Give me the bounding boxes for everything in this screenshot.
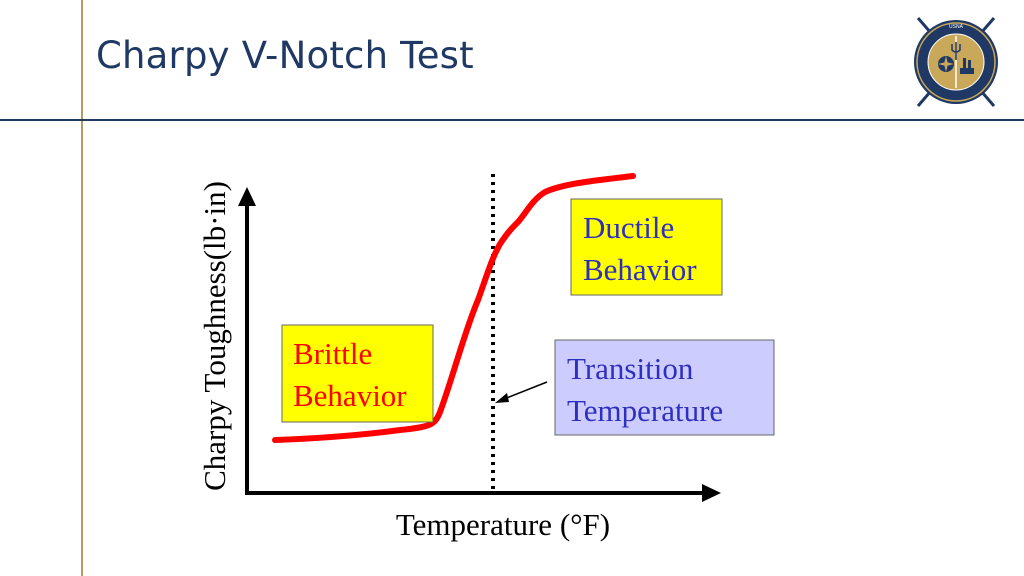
transition-pointer-arrow [503,381,548,400]
vertical-accent-line [81,0,83,576]
naval-academy-seal-logo: USNA [914,17,998,107]
x-axis-label: Temperature (°F) [396,507,610,542]
transition-temperature-box: Transition Temperature [554,339,775,436]
ductile-label-line1: Ductile [583,210,674,245]
transition-label-line1: Transition [567,351,694,386]
transition-pointer-arrowhead [495,393,509,403]
brittle-behavior-box: Brittle Behavior [281,324,434,423]
svg-text:USNA: USNA [949,24,964,30]
brittle-label-line1: Brittle [293,336,372,371]
slide-title: Charpy V-Notch Test [96,34,474,77]
transition-label-line2: Temperature [567,393,723,428]
ductile-behavior-box: Ductile Behavior [570,198,723,296]
ductile-label-line2: Behavior [583,252,697,287]
header-divider-line [0,119,1024,121]
y-axis-arrowhead [238,187,256,206]
x-axis-arrowhead [702,484,721,502]
toughness-curve [272,173,636,443]
brittle-label-line2: Behavior [293,378,407,413]
y-axis-label: Charpy Toughness(lb·in) [197,181,232,491]
